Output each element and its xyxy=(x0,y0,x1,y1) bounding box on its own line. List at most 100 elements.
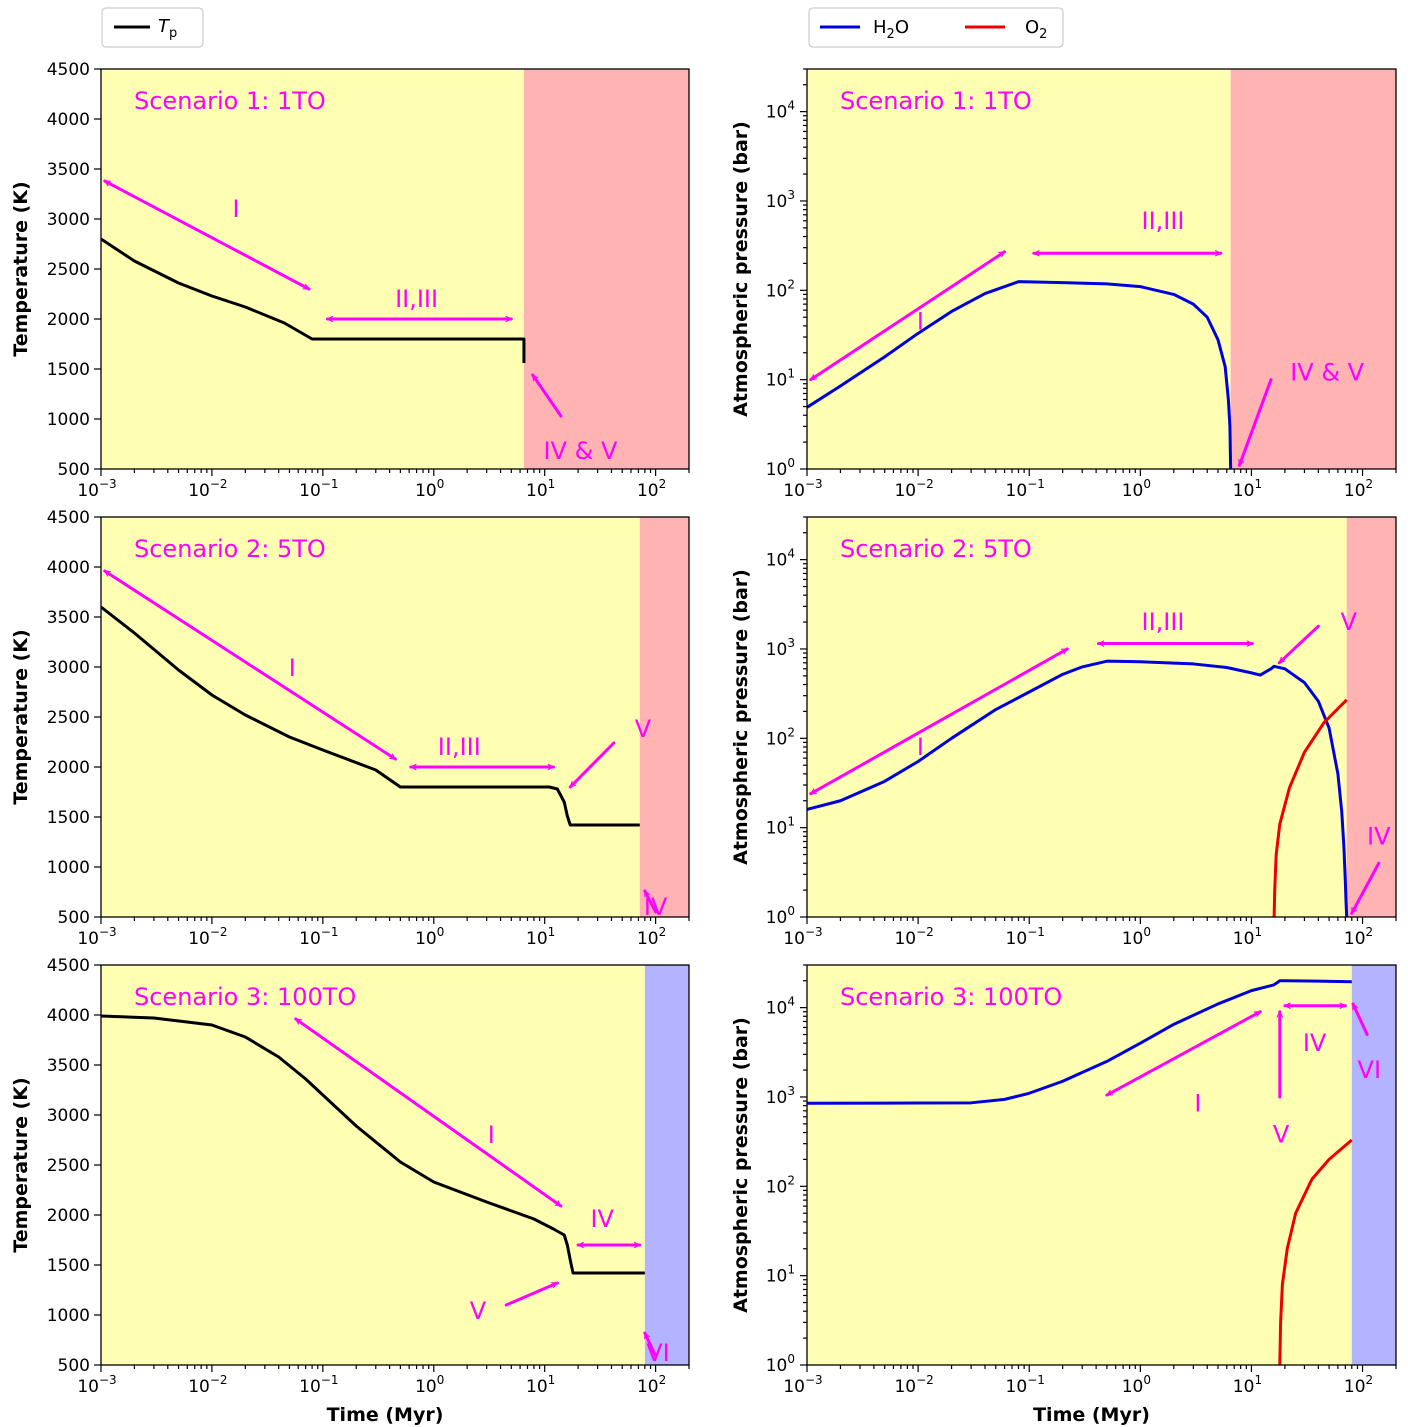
ytick-label-temp-3-3: 2000 xyxy=(47,1206,90,1226)
panel-pres-3: 10−3 10−2 10−1 100 101 102 100 101 102 103 104 Atmo… xyxy=(730,964,1397,1426)
xtick-label-pres-2-1: 10−2 xyxy=(894,925,933,949)
annotation-label-temp-2-4: I xyxy=(289,654,296,682)
ytick-label-pres-2-3: 103 xyxy=(766,636,795,660)
xtick-label-temp-3-2: 10−1 xyxy=(299,1373,338,1397)
ytick-label-pres-2-2: 102 xyxy=(766,725,795,749)
xtick-label-temp-3-3: 100 xyxy=(415,1373,444,1397)
legend-o2-label: O2 xyxy=(1025,17,1047,42)
annotation-label-temp-3-4: I xyxy=(488,1121,495,1149)
shade-pres-3-1 xyxy=(1351,965,1396,1365)
ytick-label-temp-1-5: 3000 xyxy=(47,210,90,230)
series-pres-2-1 xyxy=(1272,698,1348,917)
annotation-label-pres-3-4: I xyxy=(1194,1089,1201,1117)
xtick-label-pres-2-0: 10−3 xyxy=(783,925,822,949)
annotation-label-temp-3-5: IV xyxy=(590,1205,614,1233)
ytick-label-temp-3-7: 4000 xyxy=(47,1006,90,1026)
ytick-label-temp-1-0: 500 xyxy=(58,460,90,480)
xtick-label-temp-2-3: 100 xyxy=(415,925,444,949)
ytick-label-temp-2-5: 3000 xyxy=(47,658,90,678)
scenario-label-pres-2: Scenario 2: 5TO xyxy=(840,535,1032,563)
ytick-label-temp-2-7: 4000 xyxy=(47,558,90,578)
xtick-label-pres-3-0: 10−3 xyxy=(783,1373,822,1397)
ytick-label-pres-1-1: 101 xyxy=(766,367,795,391)
panel-temp-1: 10−3 10−2 10−1 100 101 102 500 1000 1500 2000 2500… xyxy=(10,60,690,501)
xtick-label-temp-1-0: 10−3 xyxy=(77,477,116,501)
shade-temp-2-1 xyxy=(639,517,689,917)
annotation-label-pres-2-6: V xyxy=(1340,608,1357,636)
xtick-label-pres-1-0: 10−3 xyxy=(783,477,822,501)
shade-temp-1-0 xyxy=(101,69,524,469)
panel-pres-1: 10−3 10−2 10−1 100 101 102 100 101 102 103 104 Atmo… xyxy=(730,68,1397,501)
annotation-arrow-temp-1-0 xyxy=(103,179,311,291)
annotation-arrow-temp-2-3 xyxy=(643,889,658,914)
shade-pres-2-0 xyxy=(807,517,1347,917)
ytick-label-temp-2-3: 2000 xyxy=(47,758,90,778)
ytick-label-temp-2-0: 500 xyxy=(58,908,90,928)
xtick-label-pres-1-4: 101 xyxy=(1233,477,1262,501)
ytick-label-temp-1-1: 1000 xyxy=(47,410,90,430)
scenario-label-pres-3: Scenario 3: 100TO xyxy=(840,983,1062,1011)
ytick-label-temp-3-6: 3500 xyxy=(47,1056,90,1076)
shade-pres-2-1 xyxy=(1346,517,1396,917)
annotation-arrow-pres-2-3 xyxy=(1350,861,1381,915)
shade-temp-3-1 xyxy=(644,965,689,1365)
xtick-label-temp-3-4: 101 xyxy=(526,1373,555,1397)
scenario-label-temp-1: Scenario 1: 1TO xyxy=(134,87,326,115)
annotation-arrow-temp-3-2 xyxy=(504,1281,559,1307)
ytick-label-temp-1-8: 4500 xyxy=(47,60,90,80)
xtick-label-temp-3-5: 102 xyxy=(637,1373,666,1397)
annotation-label-pres-1-5: IV & V xyxy=(1290,359,1364,387)
scenario-label-temp-3: Scenario 3: 100TO xyxy=(134,983,356,1011)
annotation-label-temp-3-7: VI xyxy=(646,1339,670,1367)
ytick-label-pres-1-0: 100 xyxy=(766,456,795,480)
shade-temp-2-0 xyxy=(101,517,640,917)
ytick-label-pres-2-4: 104 xyxy=(766,547,795,571)
ytick-label-pres-3-3: 103 xyxy=(766,1084,795,1108)
legend-tp-label: Tp xyxy=(158,16,177,41)
xtick-label-pres-1-2: 10−1 xyxy=(1006,477,1045,501)
ytick-label-temp-1-7: 4000 xyxy=(47,110,90,130)
xtick-label-pres-3-5: 102 xyxy=(1344,1373,1373,1397)
ytick-label-pres-1-3: 103 xyxy=(766,188,795,212)
ytick-label-temp-3-2: 1500 xyxy=(47,1256,90,1276)
ytick-label-pres-3-1: 101 xyxy=(766,1263,795,1287)
ytick-label-pres-1-2: 102 xyxy=(766,277,795,301)
annotation-label-temp-3-6: V xyxy=(470,1297,487,1325)
xtick-label-temp-2-2: 10−1 xyxy=(299,925,338,949)
ytick-label-pres-2-0: 100 xyxy=(766,904,795,928)
xtick-label-temp-1-4: 101 xyxy=(526,477,555,501)
annotation-label-pres-2-5: II,III xyxy=(1141,608,1184,636)
annotation-label-temp-1-4: II,III xyxy=(395,285,438,313)
xtick-label-pres-1-3: 100 xyxy=(1122,477,1151,501)
ytick-label-temp-3-4: 2500 xyxy=(47,1156,90,1176)
xtick-label-temp-3-0: 10−3 xyxy=(77,1373,116,1397)
xtick-label-temp-1-5: 102 xyxy=(637,477,666,501)
ytick-label-pres-3-2: 102 xyxy=(766,1173,795,1197)
legend-left: Tp xyxy=(101,7,204,48)
annotation-label-temp-2-6: V xyxy=(635,715,652,743)
annotation-label-temp-2-5: II,III xyxy=(438,733,481,761)
ytick-label-temp-2-8: 4500 xyxy=(47,508,90,528)
annotation-label-pres-2-7: IV xyxy=(1367,822,1391,850)
xtick-label-pres-2-5: 102 xyxy=(1344,925,1373,949)
ylabel-temp-3: Temperature (K) xyxy=(10,1077,32,1252)
shade-pres-1-1 xyxy=(1230,69,1396,469)
ytick-label-temp-1-4: 2500 xyxy=(47,260,90,280)
ytick-label-temp-2-4: 2500 xyxy=(47,708,90,728)
annotation-label-temp-1-3: I xyxy=(233,195,240,223)
xtick-label-pres-2-4: 101 xyxy=(1233,925,1262,949)
annotation-label-pres-3-6: V xyxy=(1273,1121,1290,1149)
ytick-label-temp-1-2: 1500 xyxy=(47,360,90,380)
ytick-label-temp-3-1: 1000 xyxy=(47,1306,90,1326)
annotation-arrow-temp-3-3 xyxy=(643,1331,658,1358)
xtick-label-pres-3-4: 101 xyxy=(1233,1373,1262,1397)
axes-frame-pres-1 xyxy=(806,68,1397,470)
legend-h2o-label: H2O xyxy=(873,17,909,42)
ytick-label-pres-1-4: 104 xyxy=(766,99,795,123)
xtick-label-temp-2-0: 10−3 xyxy=(77,925,116,949)
ylabel-pres-1: Atmospheric pressure (bar) xyxy=(730,121,752,417)
xtick-label-pres-1-5: 102 xyxy=(1344,477,1373,501)
ytick-label-temp-3-0: 500 xyxy=(58,1356,90,1376)
ytick-label-pres-3-0: 100 xyxy=(766,1352,795,1376)
xtick-label-pres-3-2: 10−1 xyxy=(1006,1373,1045,1397)
